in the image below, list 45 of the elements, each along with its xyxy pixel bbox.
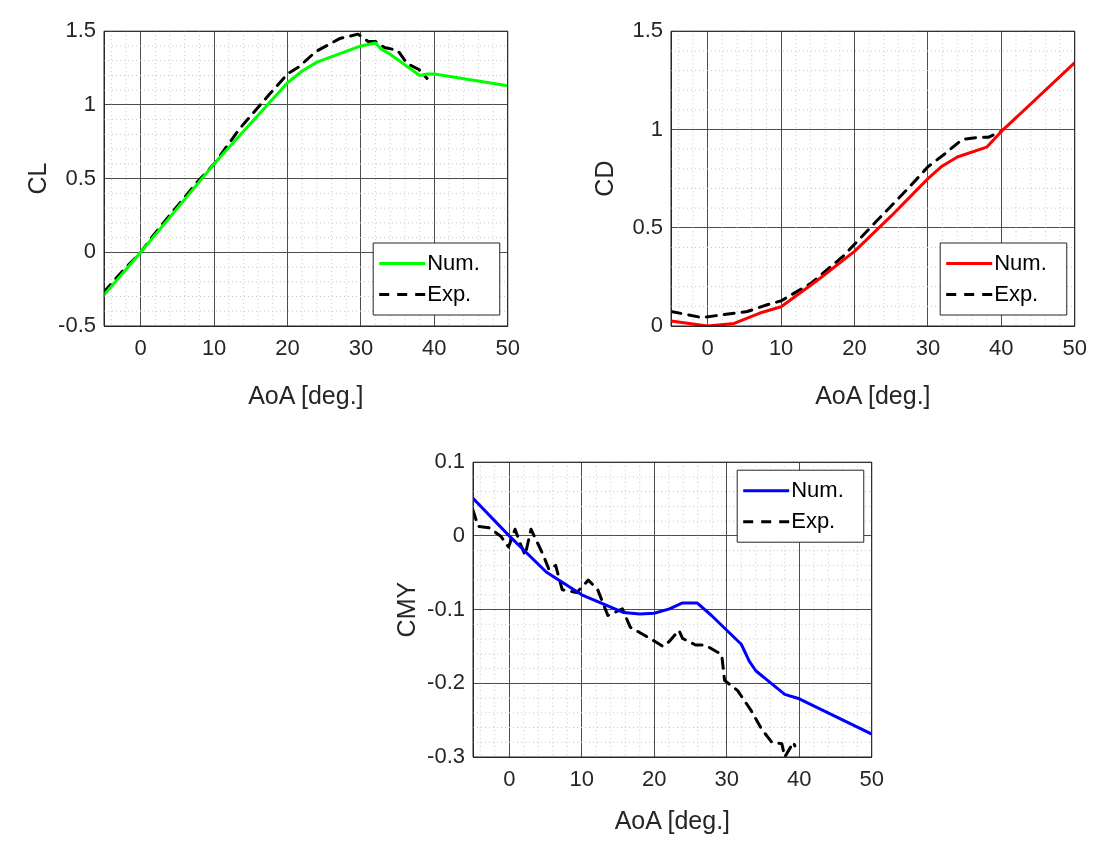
legend-label: Num. [994, 249, 1047, 275]
y-tick-label: -0.3 [427, 743, 465, 769]
x-tick-label: 20 [642, 766, 667, 792]
x-tick-label: 0 [503, 766, 516, 792]
x-tick-label: 50 [1062, 335, 1088, 361]
y-tick-label: 0.5 [632, 213, 663, 239]
x-tick-label: 0 [134, 335, 147, 361]
y-tick-label: -0.1 [427, 595, 465, 621]
y-tick-label: 1 [650, 115, 663, 141]
y-tick-label: 0 [83, 238, 96, 264]
x-tick-label: 50 [495, 335, 521, 361]
x-tick-label: 30 [348, 335, 374, 361]
y-tick-label: 1.5 [632, 17, 663, 43]
y-tick-label: 1 [83, 90, 96, 116]
x-tick-label: 10 [768, 335, 794, 361]
y-tick-label: 0 [650, 312, 663, 338]
x-tick-label: 10 [569, 766, 594, 792]
legend-label: Exp. [427, 280, 472, 306]
y-axis-title: CL [22, 162, 51, 195]
x-axis-title: AoA [deg.] [614, 805, 731, 834]
x-tick-label: 40 [787, 766, 812, 792]
y-tick-label: -0.2 [427, 669, 465, 695]
x-tick-label: 0 [701, 335, 714, 361]
x-tick-label: 50 [859, 766, 885, 792]
x-tick-label: 30 [714, 766, 739, 792]
x-tick-label: 30 [915, 335, 941, 361]
x-axis-title: AoA [deg.] [248, 380, 364, 409]
y-tick-label: 1.5 [65, 17, 96, 43]
legend-label: Exp. [994, 280, 1039, 306]
y-axis-title: CD [589, 160, 618, 197]
x-tick-label: 40 [422, 335, 447, 361]
x-tick-label: 40 [989, 335, 1014, 361]
line-series [104, 32, 429, 294]
legend-label: Exp. [791, 507, 836, 533]
y-tick-label: 0.5 [65, 164, 96, 190]
y-tick-label: 0 [452, 521, 465, 547]
y-tick-label: -0.5 [58, 312, 96, 338]
y-tick-label: 0.1 [434, 448, 465, 474]
x-tick-label: 20 [842, 335, 867, 361]
x-tick-label: 10 [201, 335, 227, 361]
x-axis-title: AoA [deg.] [815, 380, 931, 409]
x-tick-label: 20 [275, 335, 300, 361]
legend-label: Num. [427, 249, 480, 275]
legend-label: Num. [791, 476, 844, 502]
y-axis-title: CMY [391, 581, 420, 638]
